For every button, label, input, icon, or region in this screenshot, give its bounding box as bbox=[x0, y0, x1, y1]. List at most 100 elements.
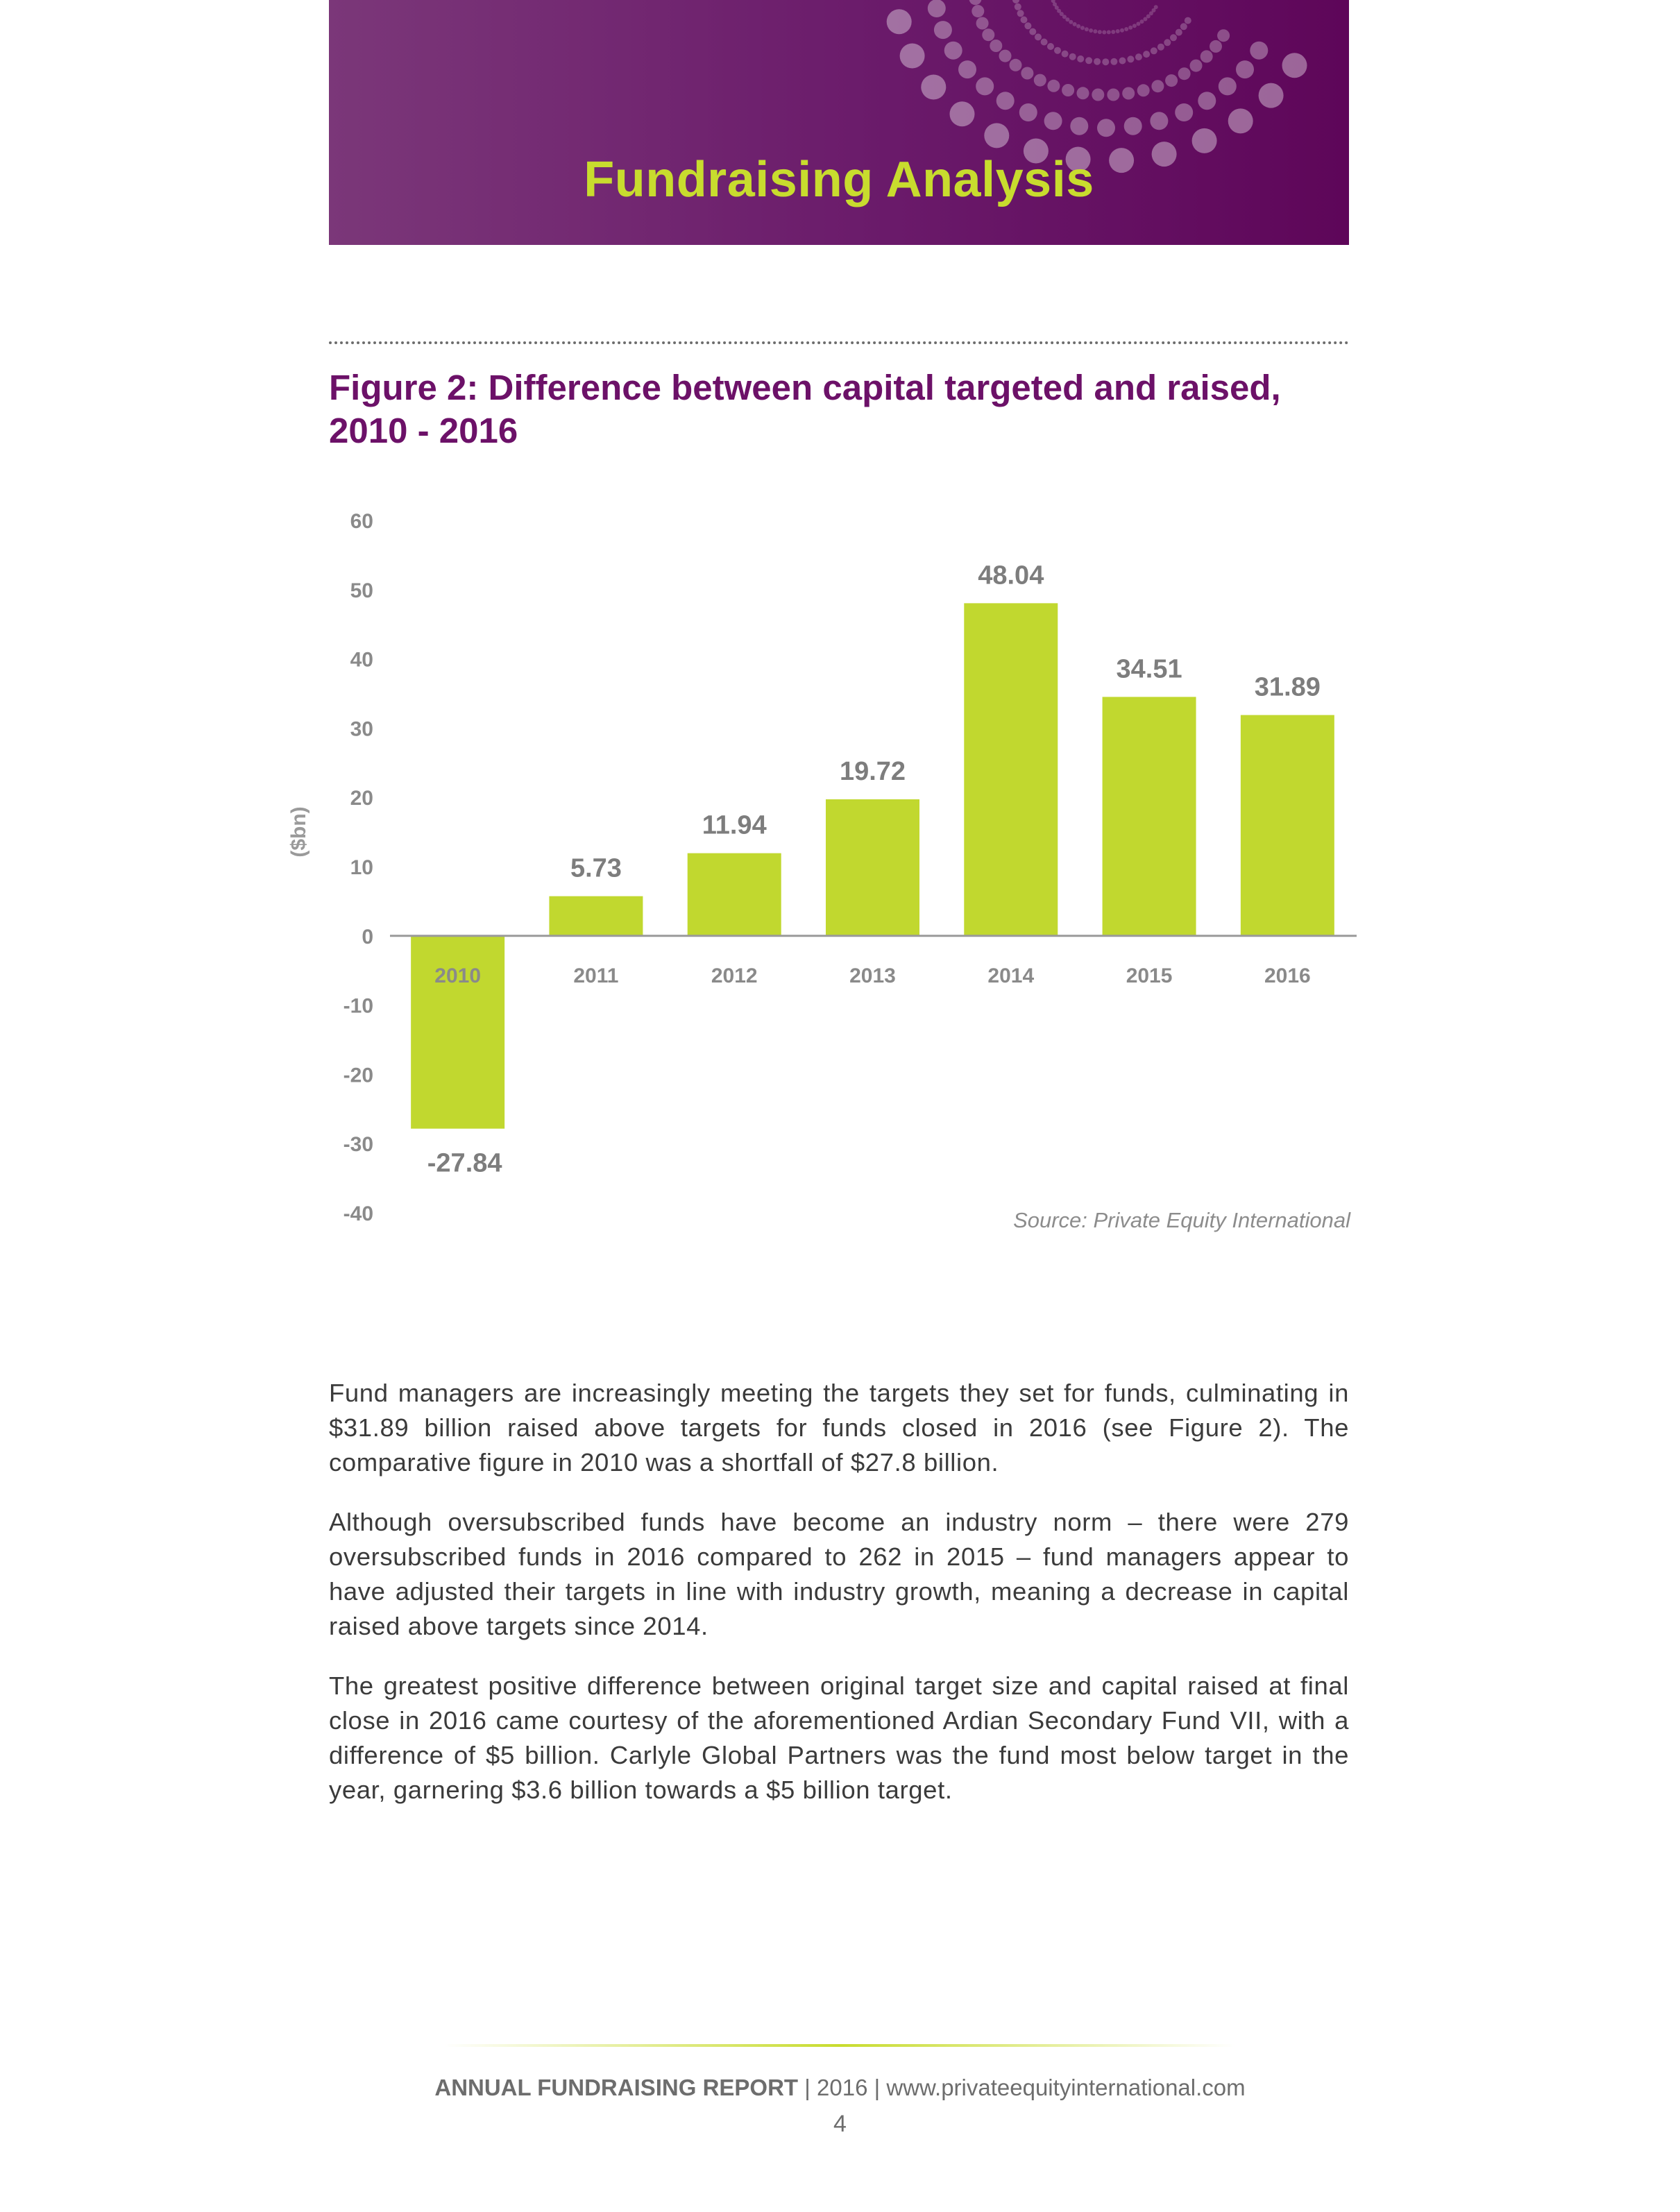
figure-title-line-1: Figure 2: Difference between capital tar… bbox=[329, 368, 1281, 407]
decorative-dot bbox=[1059, 12, 1064, 17]
decorative-dot bbox=[1151, 8, 1156, 12]
decorative-dot bbox=[1065, 146, 1091, 172]
decorative-dot bbox=[1210, 40, 1222, 53]
decorative-dot bbox=[1021, 67, 1034, 80]
decorative-dot bbox=[1128, 25, 1133, 30]
decorative-dot bbox=[1191, 128, 1217, 153]
decorative-dot bbox=[1107, 88, 1120, 101]
decorative-dot bbox=[996, 92, 1015, 110]
decorative-dot bbox=[1040, 38, 1048, 46]
decorative-dot bbox=[1124, 27, 1129, 31]
figure-title-line-2: 2010 - 2016 bbox=[329, 411, 518, 450]
decorative-dot bbox=[1180, 23, 1187, 31]
decorative-dot bbox=[969, 0, 982, 6]
decorative-dot bbox=[1065, 17, 1070, 22]
paragraph-3: The greatest positive difference between… bbox=[329, 1671, 1349, 1804]
y-tick-label: 60 bbox=[350, 510, 373, 533]
paragraph-1: Fund managers are increasingly meeting t… bbox=[329, 1379, 1349, 1477]
bar bbox=[1240, 715, 1334, 936]
footer-year: 2016 bbox=[817, 2075, 868, 2100]
decorative-dot bbox=[1033, 74, 1046, 87]
decorative-dot bbox=[1061, 50, 1069, 58]
decorative-dot bbox=[1069, 19, 1074, 24]
decorative-dot bbox=[1012, 0, 1019, 3]
decorative-dot bbox=[1094, 58, 1101, 65]
decorative-dot bbox=[1119, 57, 1126, 65]
bar-chart: ($bn)6050403020100-10-20-30-402010-27.84… bbox=[287, 510, 1357, 1225]
decorative-dot bbox=[1080, 26, 1085, 31]
page-title: Fundraising Analysis bbox=[584, 152, 1094, 207]
y-tick-label: -40 bbox=[343, 1202, 373, 1225]
decorative-dot bbox=[1047, 79, 1060, 92]
decorative-dot bbox=[1122, 87, 1135, 100]
decorative-dot bbox=[1151, 80, 1164, 93]
decorative-dot bbox=[1135, 53, 1142, 61]
decorative-dot bbox=[1070, 117, 1089, 135]
decorative-dot bbox=[1029, 28, 1037, 35]
decorative-dot bbox=[999, 49, 1012, 62]
decorative-dot bbox=[1051, 0, 1055, 3]
decorative-dot bbox=[1178, 67, 1191, 80]
decorative-dot bbox=[1097, 119, 1115, 137]
x-tick-label: 2011 bbox=[573, 964, 618, 987]
data-label: 19.72 bbox=[840, 757, 906, 786]
decorative-dot bbox=[1123, 117, 1142, 135]
data-label: 5.73 bbox=[570, 854, 622, 883]
decorative-dot bbox=[1157, 43, 1164, 51]
decorative-dot bbox=[1017, 10, 1024, 17]
decorative-dot bbox=[1143, 51, 1151, 58]
data-label: -27.84 bbox=[427, 1149, 502, 1178]
decorative-dot bbox=[1092, 88, 1105, 101]
footer: ANNUAL FUNDRAISING REPORT | 2016 | www.p… bbox=[0, 2075, 1680, 2101]
decorative-dot bbox=[1250, 41, 1269, 60]
decorative-dots-graphic bbox=[886, 0, 1307, 173]
y-tick-label: -10 bbox=[343, 995, 373, 1018]
decorative-dot bbox=[1035, 33, 1042, 41]
y-tick-label: 40 bbox=[350, 649, 373, 672]
decorative-dot bbox=[1109, 148, 1135, 173]
decorative-dot bbox=[1057, 8, 1062, 13]
x-tick-label: 2014 bbox=[987, 964, 1034, 987]
bar bbox=[687, 853, 781, 936]
decorative-dot bbox=[1148, 11, 1153, 16]
data-label: 34.51 bbox=[1117, 654, 1182, 683]
decorative-dot bbox=[1198, 92, 1216, 110]
bar bbox=[826, 799, 919, 936]
header-banner: Fundraising Analysis bbox=[329, 0, 1349, 245]
decorative-dot bbox=[1062, 84, 1075, 96]
decorative-dot bbox=[1110, 58, 1118, 65]
decorative-dot bbox=[921, 74, 947, 100]
decorative-dot bbox=[1153, 5, 1158, 10]
decorative-dot bbox=[1023, 138, 1049, 164]
bar bbox=[411, 935, 505, 1129]
footer-divider bbox=[444, 2044, 1235, 2047]
x-tick-label: 2013 bbox=[849, 964, 896, 987]
decorative-dot bbox=[990, 40, 1003, 52]
decorative-dot bbox=[1097, 30, 1102, 35]
decorative-dot bbox=[958, 60, 976, 79]
decorative-dot bbox=[1127, 56, 1135, 63]
figure-title: Figure 2: Difference between capital tar… bbox=[329, 366, 1349, 452]
decorative-dot bbox=[1076, 87, 1089, 100]
y-axis-label: ($bn) bbox=[287, 806, 310, 857]
decorative-dot bbox=[949, 101, 975, 127]
decorative-dot bbox=[1228, 108, 1253, 134]
y-tick-label: -30 bbox=[343, 1133, 373, 1156]
x-tick-label: 2012 bbox=[711, 964, 758, 987]
decorative-dot bbox=[984, 123, 1010, 148]
dotted-divider bbox=[329, 341, 1349, 344]
bar bbox=[549, 896, 643, 936]
data-label: 31.89 bbox=[1255, 673, 1321, 702]
decorative-dot bbox=[933, 21, 952, 40]
decorative-dot bbox=[1085, 57, 1093, 65]
decorative-dot bbox=[1146, 14, 1151, 19]
decorative-dot bbox=[1054, 6, 1059, 10]
decorative-dot bbox=[1106, 30, 1111, 35]
decorative-dot bbox=[1084, 27, 1089, 32]
x-tick-label: 2016 bbox=[1264, 964, 1311, 987]
decorative-dot bbox=[1189, 59, 1203, 72]
decorative-dot bbox=[1020, 16, 1028, 24]
decorative-dot bbox=[1236, 60, 1254, 79]
y-tick-label: 30 bbox=[350, 717, 373, 740]
decorative-dot bbox=[1136, 22, 1141, 26]
